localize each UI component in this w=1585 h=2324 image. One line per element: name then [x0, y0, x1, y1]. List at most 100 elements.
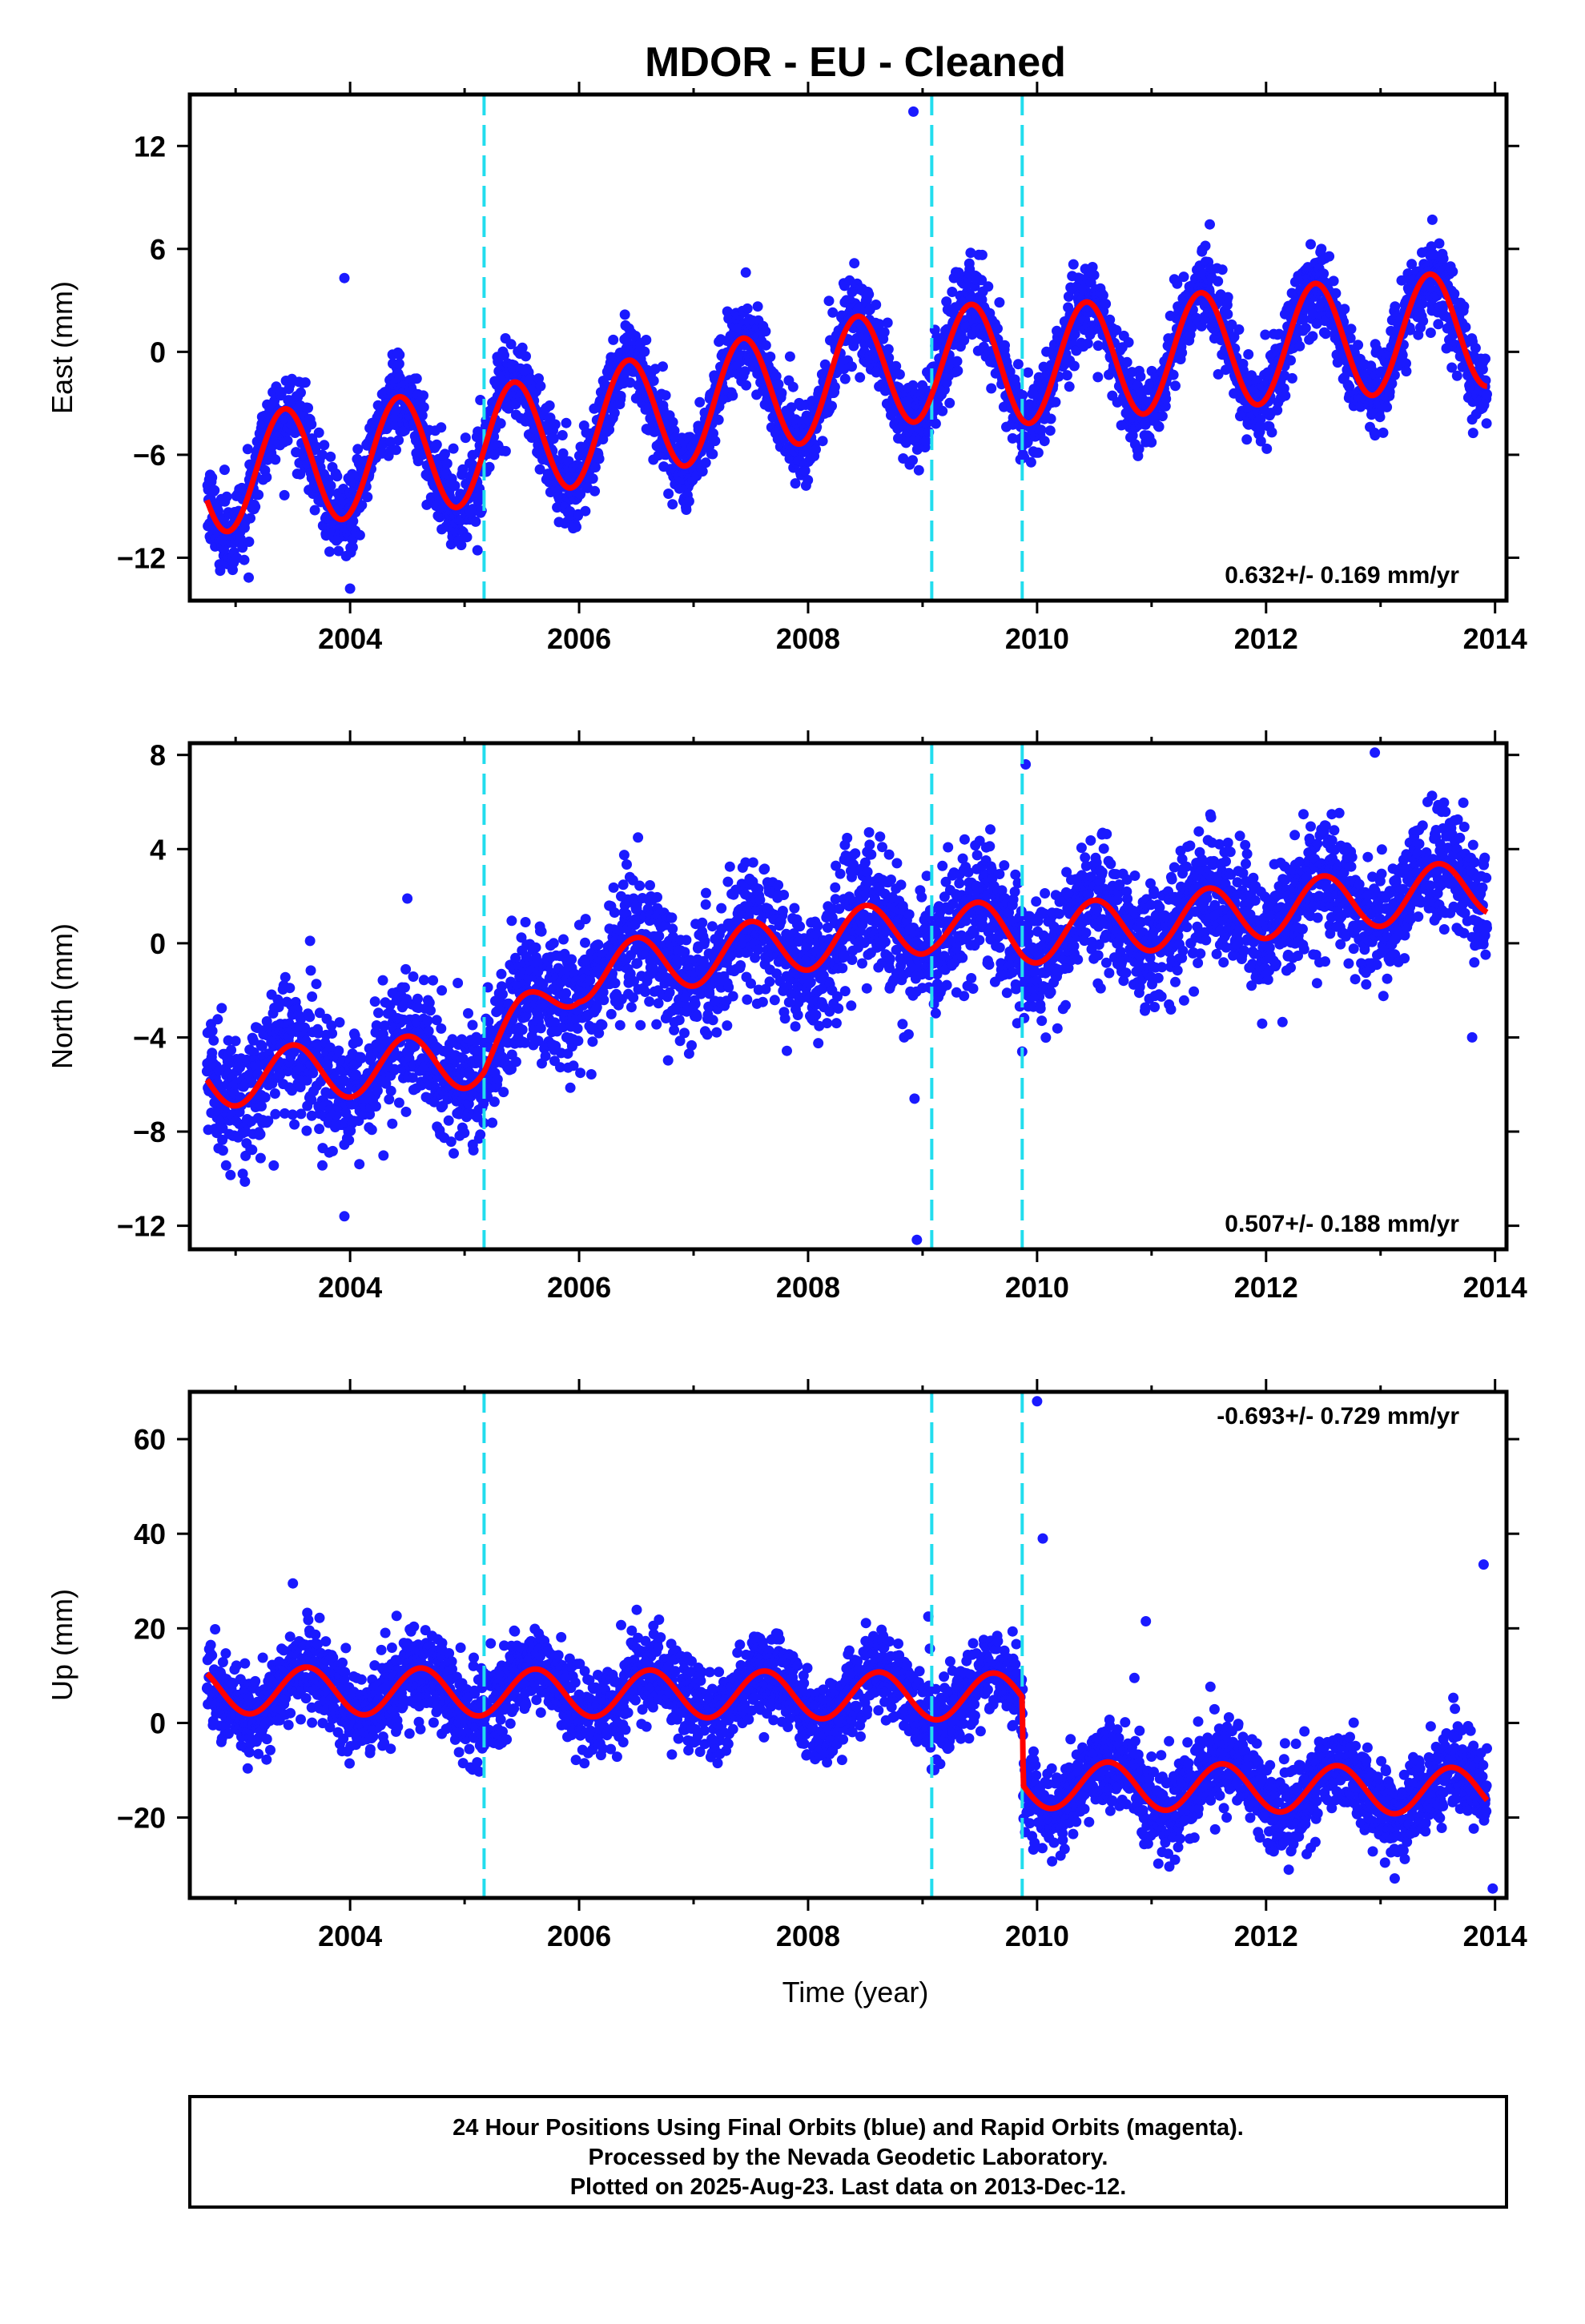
data-point [1426, 214, 1438, 225]
data-point [245, 513, 255, 524]
data-point [1481, 418, 1492, 429]
data-point [1328, 275, 1339, 287]
data-point [773, 379, 784, 390]
data-point [710, 436, 721, 447]
data-point [811, 444, 821, 455]
data-point [255, 1128, 266, 1140]
data-point [423, 1026, 434, 1036]
data-point [354, 1159, 365, 1170]
data-point [497, 989, 508, 999]
data-point [536, 926, 547, 937]
data-point [239, 554, 250, 565]
data-point [740, 267, 751, 278]
data-point [1241, 434, 1253, 445]
data-point [944, 397, 955, 408]
data-point [1285, 355, 1296, 366]
data-point [530, 942, 541, 953]
data-point [391, 444, 401, 456]
data-point [557, 430, 568, 440]
data-point [261, 472, 272, 483]
data-point [517, 1024, 528, 1035]
x-tick-label: 2014 [1463, 622, 1527, 655]
data-point [453, 978, 464, 988]
data-point [894, 369, 905, 380]
data-point [667, 499, 678, 510]
data-point [1451, 370, 1462, 381]
data-point [540, 1051, 551, 1062]
data-point [1222, 308, 1233, 320]
data-point [593, 453, 605, 464]
data-point [431, 439, 442, 450]
data-point [362, 492, 373, 503]
data-point [356, 500, 368, 511]
data-point [1243, 349, 1254, 360]
data-point [487, 1117, 498, 1128]
data-point [882, 317, 893, 328]
data-point [544, 400, 555, 411]
data-point [1434, 238, 1445, 249]
data-point [986, 383, 997, 394]
y-tick-label: −12 [117, 541, 166, 574]
data-point [1222, 292, 1233, 303]
data-point [1353, 340, 1364, 351]
data-point [325, 480, 336, 491]
data-point [1458, 301, 1470, 312]
outlier-point [344, 583, 356, 594]
data-point [786, 402, 797, 413]
data-point [393, 358, 404, 369]
data-point [770, 371, 782, 382]
data-point [534, 464, 545, 475]
data-point [776, 388, 787, 399]
data-point [259, 1092, 271, 1103]
data-point [847, 361, 857, 372]
data-point [449, 480, 461, 491]
outlier-point [339, 272, 350, 283]
data-point [760, 340, 771, 351]
data-point [412, 993, 423, 1004]
data-point [457, 464, 469, 475]
data-point [952, 365, 963, 376]
data-point [399, 982, 410, 993]
data-point [1467, 428, 1478, 439]
data-point [1000, 340, 1010, 351]
data-point [356, 1053, 367, 1063]
rate-label-east: 0.632+/- 0.169 mm/yr [1225, 562, 1459, 589]
data-point [506, 915, 517, 927]
data-point [418, 402, 429, 412]
data-point [354, 529, 365, 541]
data-point [317, 1160, 328, 1171]
data-point [305, 965, 316, 976]
data-point [269, 1088, 280, 1099]
data-point [1012, 359, 1024, 370]
data-point [243, 572, 254, 583]
data-point [1177, 348, 1188, 358]
data-point [571, 521, 581, 533]
data-point [1401, 366, 1412, 377]
data-point [1390, 301, 1401, 312]
data-point [1460, 322, 1471, 332]
data-point [787, 381, 799, 392]
data-point [641, 335, 652, 345]
data-point [1482, 388, 1492, 400]
data-point [418, 390, 428, 401]
data-point [1447, 266, 1458, 277]
data-point [913, 464, 924, 476]
data-point [589, 485, 601, 497]
data-point [765, 352, 776, 362]
data-point [557, 448, 569, 459]
data-point [1305, 239, 1316, 250]
data-point [394, 349, 405, 360]
data-point [1082, 338, 1093, 349]
data-point [1330, 287, 1342, 299]
data-point [207, 472, 218, 483]
data-point [436, 422, 447, 433]
x-tick-label: 2006 [547, 622, 611, 655]
data-point [393, 435, 404, 446]
data-point [535, 380, 546, 392]
data-point [470, 516, 481, 527]
data-point [208, 1035, 219, 1046]
data-point [279, 489, 290, 501]
data-point [520, 917, 531, 927]
data-point [1382, 401, 1393, 412]
data-point [548, 433, 559, 444]
